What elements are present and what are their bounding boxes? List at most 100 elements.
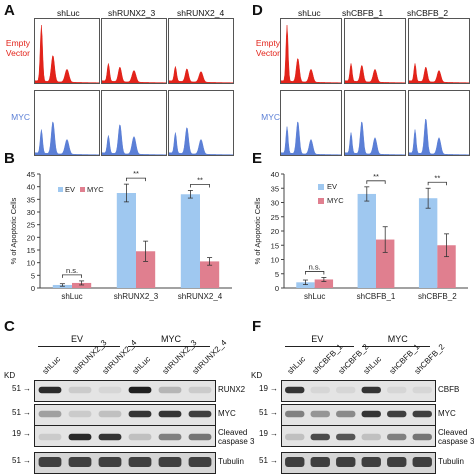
histogram <box>280 90 342 156</box>
blot-strip <box>281 452 436 474</box>
group-line <box>361 346 430 347</box>
band <box>38 386 62 394</box>
bar <box>200 261 220 288</box>
blot-strip <box>34 404 216 426</box>
arrow-icon: → <box>270 456 278 465</box>
histogram-curve <box>102 124 166 155</box>
band <box>68 457 92 467</box>
y-tick-label: 25 <box>271 213 279 222</box>
band <box>412 457 432 467</box>
band <box>361 457 381 467</box>
bar <box>296 282 315 288</box>
histogram <box>168 90 234 156</box>
molecular-weight-marker: 51 <box>12 384 21 393</box>
band <box>68 410 92 418</box>
histogram <box>280 18 342 84</box>
protein-label: Cleaved caspase 3 <box>218 428 255 446</box>
arrow-icon: → <box>23 429 31 438</box>
arrow-icon: → <box>270 408 278 417</box>
band <box>158 457 182 467</box>
histogram <box>101 90 167 156</box>
histogram <box>344 18 406 84</box>
lane-label: shLuc <box>361 354 384 376</box>
molecular-weight-marker: 51 <box>12 456 21 465</box>
y-tick-label: 15 <box>27 246 35 255</box>
band <box>361 410 381 418</box>
bar <box>357 193 376 288</box>
band <box>336 410 356 418</box>
protein-label: Tubulin <box>438 457 464 466</box>
band <box>387 410 407 418</box>
band <box>310 433 330 441</box>
blot-strip <box>281 404 436 426</box>
blot-strip <box>34 452 216 474</box>
band <box>98 386 122 394</box>
band <box>285 457 305 467</box>
y-tick-label: 30 <box>27 208 35 217</box>
legend-swatch <box>318 184 324 190</box>
band <box>336 457 356 467</box>
band <box>68 386 92 394</box>
legend-swatch <box>58 187 63 192</box>
blot-strip <box>34 380 216 402</box>
significance-label: ** <box>373 172 379 181</box>
band <box>38 410 62 418</box>
legend-label: MYC <box>87 185 104 194</box>
band <box>158 433 182 441</box>
significance-label: n.s. <box>309 262 321 271</box>
bar <box>376 239 395 288</box>
bar <box>116 193 136 288</box>
significance-label: ** <box>434 173 440 182</box>
protein-label: MYC <box>438 409 456 418</box>
y-tick-label: 10 <box>27 259 35 268</box>
histogram <box>34 18 100 84</box>
molecular-weight-marker: 51 <box>259 408 268 417</box>
significance-label: ** <box>197 175 203 184</box>
band <box>387 457 407 467</box>
band <box>158 410 182 418</box>
arrow-icon: → <box>23 456 31 465</box>
panel-letter-a: A <box>4 2 15 19</box>
bar-chart-e: 0 5 10 15 20 25 30 35 40 % of Apoptotic Cells n.s.… <box>253 170 468 301</box>
row-label-myc: MYC <box>261 112 280 122</box>
category-label: shCBFB_2 <box>418 292 457 301</box>
bar <box>314 279 334 288</box>
protein-label: Cleaved caspase 3 <box>438 428 474 446</box>
band <box>412 386 432 394</box>
bar <box>180 194 200 288</box>
histogram-curve <box>345 63 405 83</box>
y-tick-label: 0 <box>31 284 35 293</box>
protein-label: CBFB <box>438 385 460 394</box>
band <box>128 433 152 441</box>
molecular-weight-marker: 51 <box>12 408 21 417</box>
lane-label: shLuc <box>130 354 153 376</box>
y-tick-label: 25 <box>27 221 35 230</box>
row-label-empty-vector: Empty Vector <box>5 38 30 58</box>
arrow-icon: → <box>270 384 278 393</box>
band <box>128 457 152 467</box>
panel-letter-f: F <box>252 318 262 335</box>
histogram-curve <box>345 121 405 155</box>
bar <box>418 198 438 288</box>
band <box>310 457 330 467</box>
significance-bracket <box>62 274 82 278</box>
protein-label: Tubulin <box>218 457 244 466</box>
category-label: shRUNX2_4 <box>178 292 223 301</box>
band <box>412 410 432 418</box>
histogram-curve <box>169 127 233 155</box>
histogram-curve <box>409 63 469 83</box>
significance-bracket <box>366 180 386 184</box>
blot-strip <box>34 425 216 447</box>
group-line <box>38 346 120 347</box>
y-tick-label: 10 <box>271 256 279 265</box>
column-header: shCBFB_2 <box>407 8 449 18</box>
column-header: shRUNX2_3 <box>108 8 156 18</box>
group-label: MYC <box>161 334 181 344</box>
histogram-curve <box>35 25 99 83</box>
histogram-curve <box>281 25 341 83</box>
y-tick-label: 20 <box>271 227 279 236</box>
legend-label: MYC <box>327 196 344 205</box>
lane-label: shLuc <box>285 354 307 376</box>
group-label: EV <box>311 334 324 344</box>
band <box>68 433 92 441</box>
